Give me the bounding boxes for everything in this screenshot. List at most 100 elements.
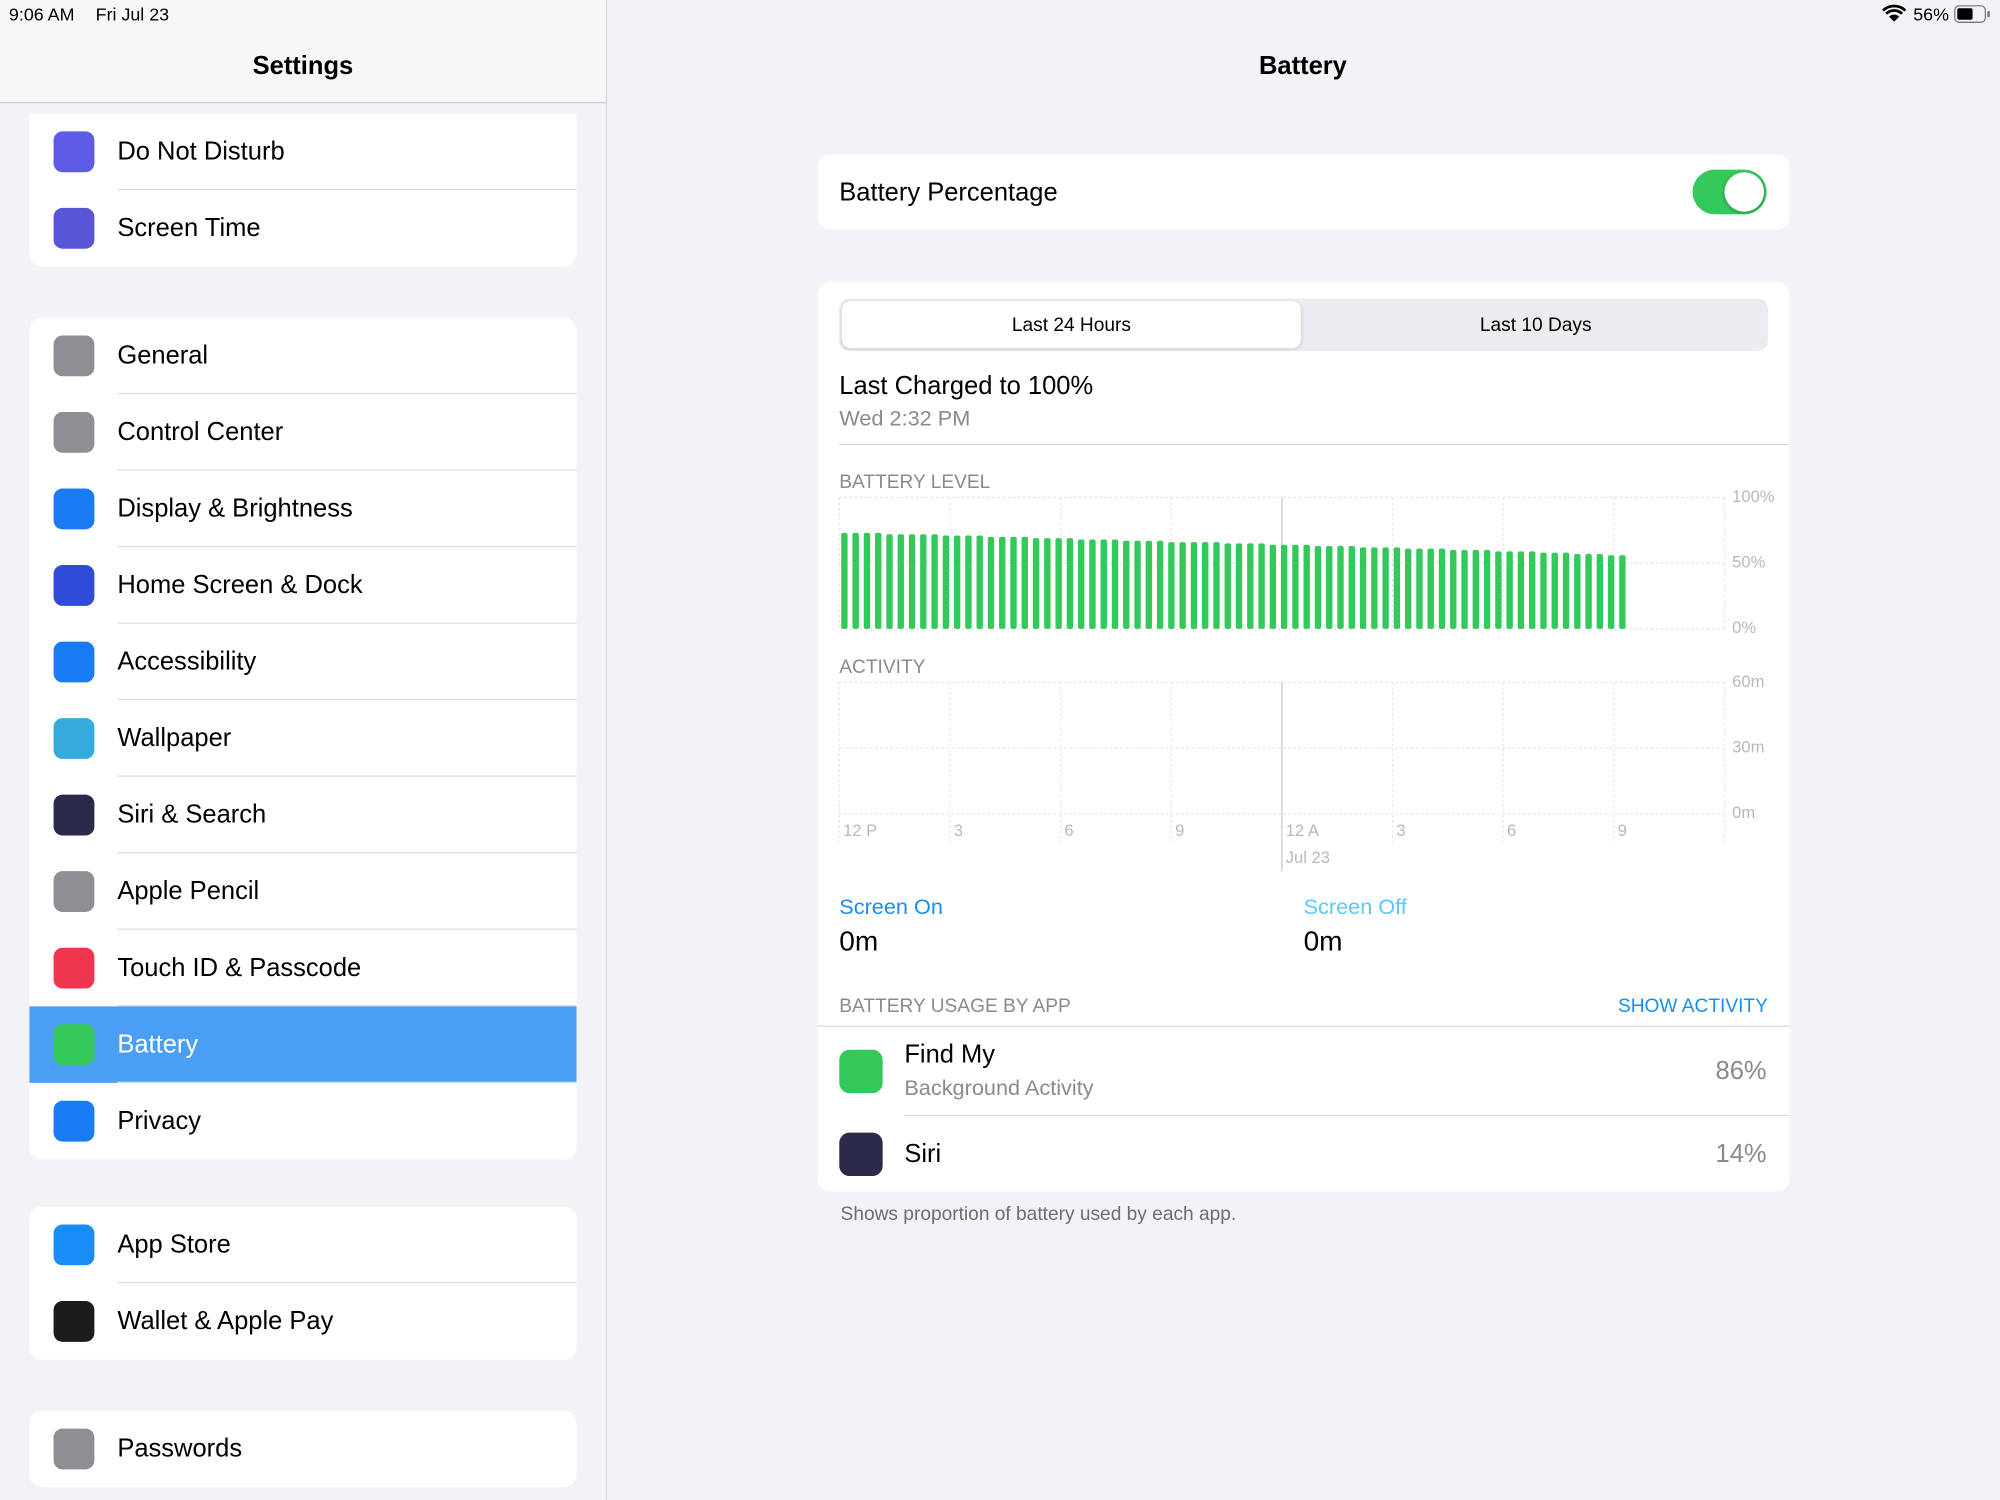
- detail-title: Battery: [1258, 52, 1347, 81]
- battery-bar: [1461, 549, 1468, 629]
- settings-group: Passwords: [29, 1410, 577, 1488]
- settings-label: Wallpaper: [117, 724, 232, 753]
- y-tick-label: 30m: [1732, 737, 1764, 756]
- settings-row[interactable]: Wallpaper: [29, 700, 577, 777]
- settings-icon: [53, 565, 95, 606]
- y-tick-label: 0m: [1732, 803, 1755, 822]
- battery-bar: [920, 534, 927, 629]
- battery-bar: [1021, 536, 1028, 629]
- screen-off-value: 0m: [1303, 924, 1343, 957]
- battery-icon: [1954, 5, 1990, 23]
- settings-icon: [53, 1301, 95, 1342]
- sidebar: Do Not Disturb Screen Time General Control …: [0, 0, 608, 1500]
- battery-bar: [987, 536, 995, 629]
- separator: [117, 1281, 577, 1284]
- settings-row[interactable]: General: [29, 318, 577, 395]
- battery-bar: [875, 532, 882, 629]
- app-name: Siri: [904, 1140, 942, 1169]
- battery-bar: [1145, 540, 1153, 629]
- separator: [904, 1114, 1790, 1117]
- battery-bar: [1562, 552, 1570, 629]
- chart-title: BATTERY LEVEL: [839, 471, 991, 493]
- settings-row[interactable]: Control Center: [29, 394, 577, 471]
- settings-row[interactable]: Siri & Search: [29, 777, 577, 854]
- settings-row[interactable]: Wallet & Apple Pay: [29, 1283, 576, 1360]
- battery-bar: [1427, 548, 1434, 629]
- battery-bar: [1506, 551, 1513, 629]
- usage-header: BATTERY USAGE BY APP: [839, 995, 1071, 1018]
- app-row[interactable]: Siri 14%: [818, 1116, 1790, 1191]
- settings-row[interactable]: Passwords: [29, 1411, 576, 1488]
- settings-row[interactable]: Battery: [29, 1006, 577, 1083]
- separator: [117, 188, 577, 191]
- separator: [117, 1081, 577, 1083]
- battery-bar: [1111, 539, 1119, 629]
- battery-bar: [1089, 539, 1096, 629]
- settings-row[interactable]: Do Not Disturb: [29, 114, 577, 191]
- settings-row[interactable]: Touch ID & Passcode: [29, 930, 577, 1007]
- status-time: 9:06 AM: [8, 3, 75, 25]
- separator: [117, 392, 577, 395]
- settings-row[interactable]: App Store: [29, 1207, 577, 1284]
- settings-row[interactable]: Screen Time: [29, 190, 576, 267]
- battery-bar: [1100, 539, 1107, 629]
- battery-bar: [1619, 555, 1626, 629]
- last-charged-time: Wed 2:32 PM: [839, 406, 971, 431]
- settings-label: Do Not Disturb: [117, 137, 285, 166]
- battery-bar: [1010, 536, 1017, 629]
- battery-bar: [1359, 547, 1367, 629]
- battery-bar: [1280, 544, 1288, 629]
- settings-row[interactable]: Privacy: [29, 1083, 576, 1160]
- app-row[interactable]: Find My Background Activity 86%: [818, 1027, 1790, 1117]
- sidebar-header: Settings: [0, 0, 606, 104]
- battery-bar: [1529, 551, 1536, 629]
- settings-label: Home Screen & Dock: [117, 571, 363, 600]
- settings-label: Apple Pencil: [117, 877, 260, 906]
- battery-bar: [1066, 538, 1074, 629]
- battery-bar: [1382, 547, 1389, 629]
- screen-on-label: Screen On: [839, 894, 943, 920]
- battery-bar: [1393, 547, 1401, 629]
- battery-bar: [1247, 543, 1254, 629]
- battery-bar: [886, 534, 893, 629]
- settings-label: Wallet & Apple Pay: [117, 1307, 334, 1336]
- battery-bar: [1585, 553, 1592, 629]
- show-activity[interactable]: SHOW ACTIVITY: [1617, 995, 1768, 1018]
- toggle[interactable]: [1692, 169, 1767, 215]
- chart-title: ACTIVITY: [839, 656, 926, 678]
- battery-bar: [1607, 555, 1615, 629]
- settings-icon: [53, 411, 95, 453]
- battery-bar: [1269, 544, 1277, 629]
- battery-card: Last 24 Hours Last 10 Days Last Charged t…: [817, 281, 1790, 1192]
- battery-bar: [1202, 542, 1209, 629]
- x-tick-label: 6: [1064, 821, 1073, 840]
- footnote: Shows proportion of battery used by each…: [840, 1203, 1237, 1226]
- separator: [117, 545, 577, 548]
- battery-bar: [1156, 540, 1164, 629]
- y-tick-label: 60m: [1732, 672, 1764, 691]
- settings-icon: [53, 488, 95, 530]
- battery-bar: [1472, 549, 1480, 629]
- battery-bar: [1190, 542, 1198, 629]
- settings-row[interactable]: Accessibility: [29, 624, 577, 701]
- settings-icon: [53, 207, 95, 249]
- settings-icon: [53, 1224, 95, 1266]
- separator: [117, 698, 577, 701]
- settings-row[interactable]: Apple Pencil: [29, 853, 577, 930]
- settings-row[interactable]: Home Screen & Dock: [29, 547, 577, 624]
- app-icon: [839, 1049, 883, 1094]
- segment[interactable]: Last 24 Hours: [841, 301, 1302, 349]
- battery-bar: [1168, 542, 1175, 629]
- settings-row[interactable]: Display & Brightness: [29, 471, 577, 548]
- battery-bar: [1540, 552, 1547, 629]
- battery-bar: [1044, 538, 1051, 629]
- segment[interactable]: Last 10 Days: [1306, 301, 1765, 348]
- battery-bar: [1314, 546, 1322, 629]
- settings-label: Display & Brightness: [117, 494, 353, 523]
- separator: [117, 469, 577, 471]
- x-tick-label: 12 A: [1286, 821, 1320, 840]
- battery-bar: [1213, 542, 1220, 629]
- battery-bar: [1292, 544, 1299, 629]
